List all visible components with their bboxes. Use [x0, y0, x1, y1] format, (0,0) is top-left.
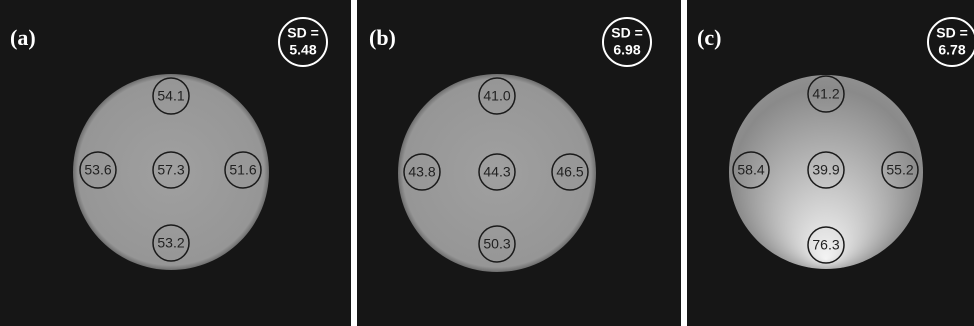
- roi-value: 50.3: [483, 236, 510, 252]
- roi-value: 41.2: [812, 86, 839, 102]
- roi-value: 58.4: [737, 162, 764, 178]
- roi-value: 55.2: [886, 162, 913, 178]
- roi-value: 54.1: [157, 88, 184, 104]
- roi-value: 51.6: [229, 162, 256, 178]
- sd-value: 5.48: [289, 42, 316, 58]
- roi-value: 53.2: [157, 235, 184, 251]
- sd-label: SD =: [287, 25, 319, 41]
- sd-label: SD =: [936, 25, 968, 41]
- figure: SD =6.78 (a)54.153.657.351.653.2SD =5.48…: [0, 0, 974, 326]
- sd-label: SD =: [611, 25, 643, 41]
- roi-value: 41.0: [483, 88, 510, 104]
- sd-value: 6.98: [613, 42, 640, 58]
- panel-label: (a): [10, 25, 36, 50]
- roi-value: 39.9: [812, 162, 839, 178]
- roi-value: 46.5: [556, 164, 583, 180]
- roi-value: 53.6: [84, 162, 111, 178]
- roi-value: 57.3: [157, 162, 184, 178]
- panel-label: (c): [697, 25, 721, 50]
- roi-value: 76.3: [812, 237, 839, 253]
- sd-value: 6.78: [938, 42, 965, 58]
- panel-label: (b): [369, 25, 396, 50]
- roi-value: 43.8: [408, 164, 435, 180]
- roi-value: 44.3: [483, 164, 510, 180]
